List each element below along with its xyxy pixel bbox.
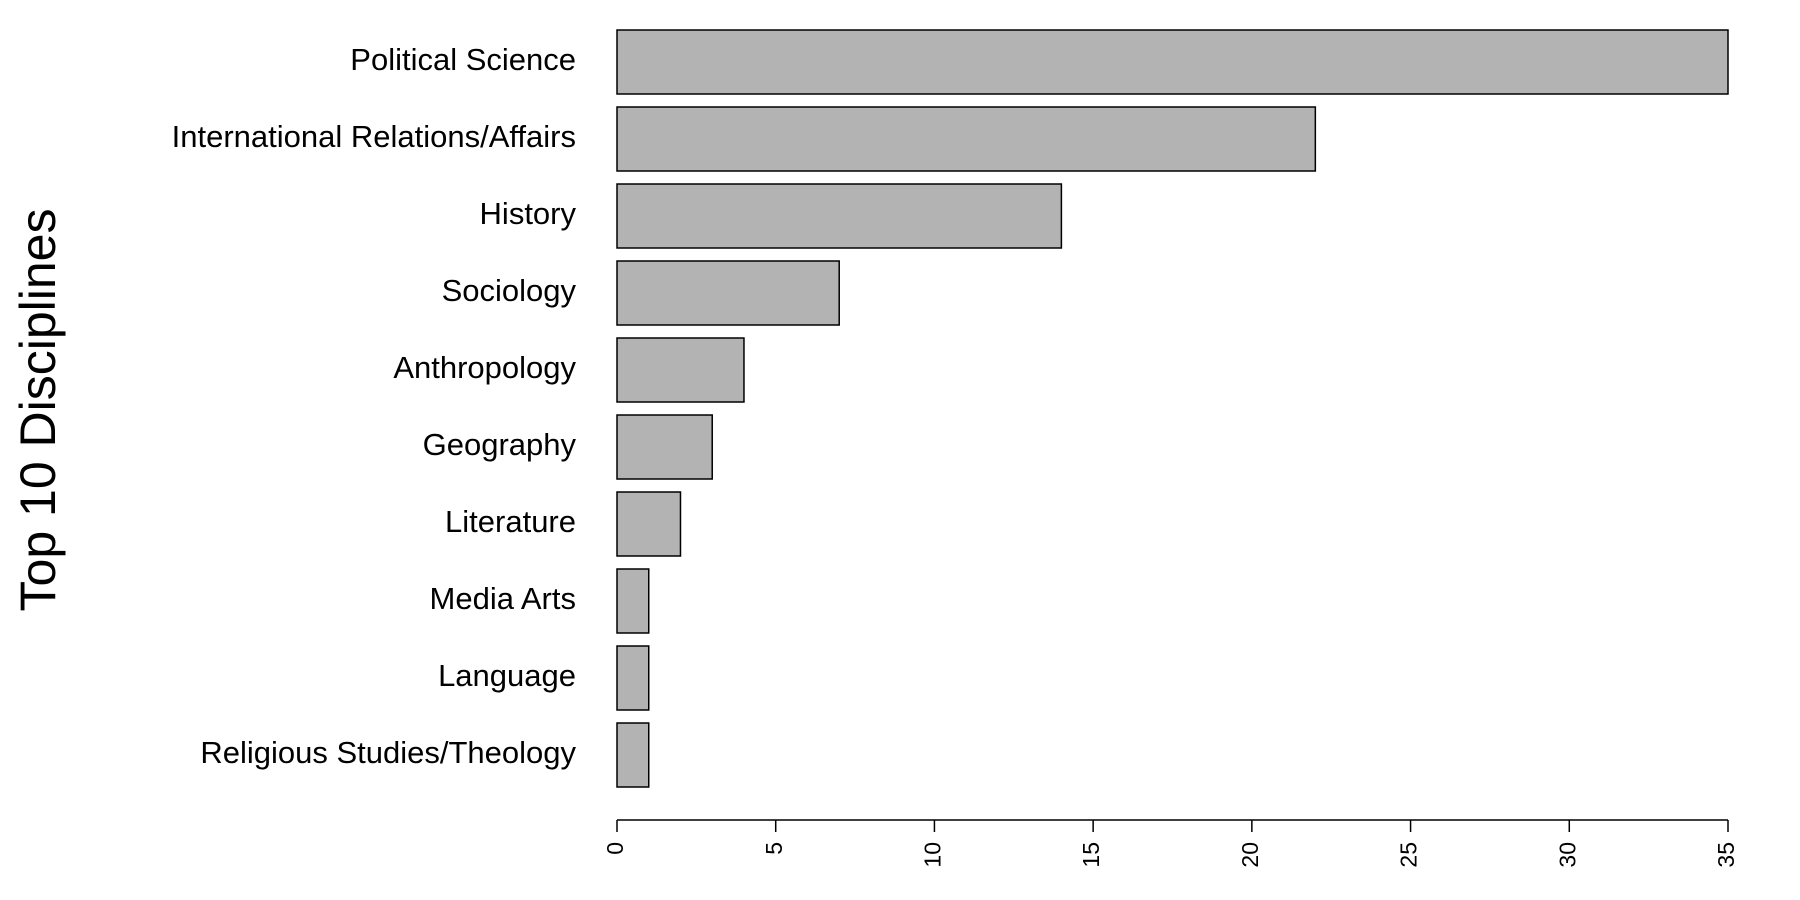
x-tick-label: 0 <box>602 842 628 855</box>
category-label: Political Science <box>350 42 576 77</box>
y-axis-title: Top 10 Disciplines <box>10 209 66 612</box>
bar <box>616 29 1729 95</box>
bar <box>616 645 650 711</box>
category-label: Language <box>438 658 576 693</box>
x-tick-label: 15 <box>1078 842 1104 868</box>
category-label: International Relations/Affairs <box>172 119 576 154</box>
category-label: Sociology <box>442 273 577 308</box>
bar <box>616 568 650 634</box>
bar <box>616 106 1317 172</box>
category-label: Literature <box>445 504 576 539</box>
x-tick-label: 20 <box>1237 842 1263 868</box>
bars-layer <box>616 29 1729 788</box>
bar <box>616 722 650 788</box>
category-label: Geography <box>423 427 577 462</box>
x-tick-label: 25 <box>1396 842 1422 868</box>
bar <box>616 491 682 557</box>
category-labels-layer: Political Science International Relations… <box>172 42 577 770</box>
bar <box>616 414 713 480</box>
category-label: Anthropology <box>393 350 576 385</box>
category-label: History <box>480 196 577 231</box>
category-label: Media Arts <box>430 581 576 616</box>
x-tick-label: 10 <box>920 842 946 868</box>
y-axis-title-group: Top 10 Disciplines <box>10 209 66 612</box>
x-tick-label: 5 <box>761 842 787 855</box>
x-axis: 0 5 10 15 20 25 30 35 <box>602 819 1739 868</box>
bar <box>616 260 840 326</box>
x-tick-label: 30 <box>1554 842 1580 868</box>
x-tick-label: 35 <box>1713 842 1739 868</box>
bar <box>616 337 745 403</box>
bar <box>616 183 1063 249</box>
category-label: Religious Studies/Theology <box>200 735 576 770</box>
